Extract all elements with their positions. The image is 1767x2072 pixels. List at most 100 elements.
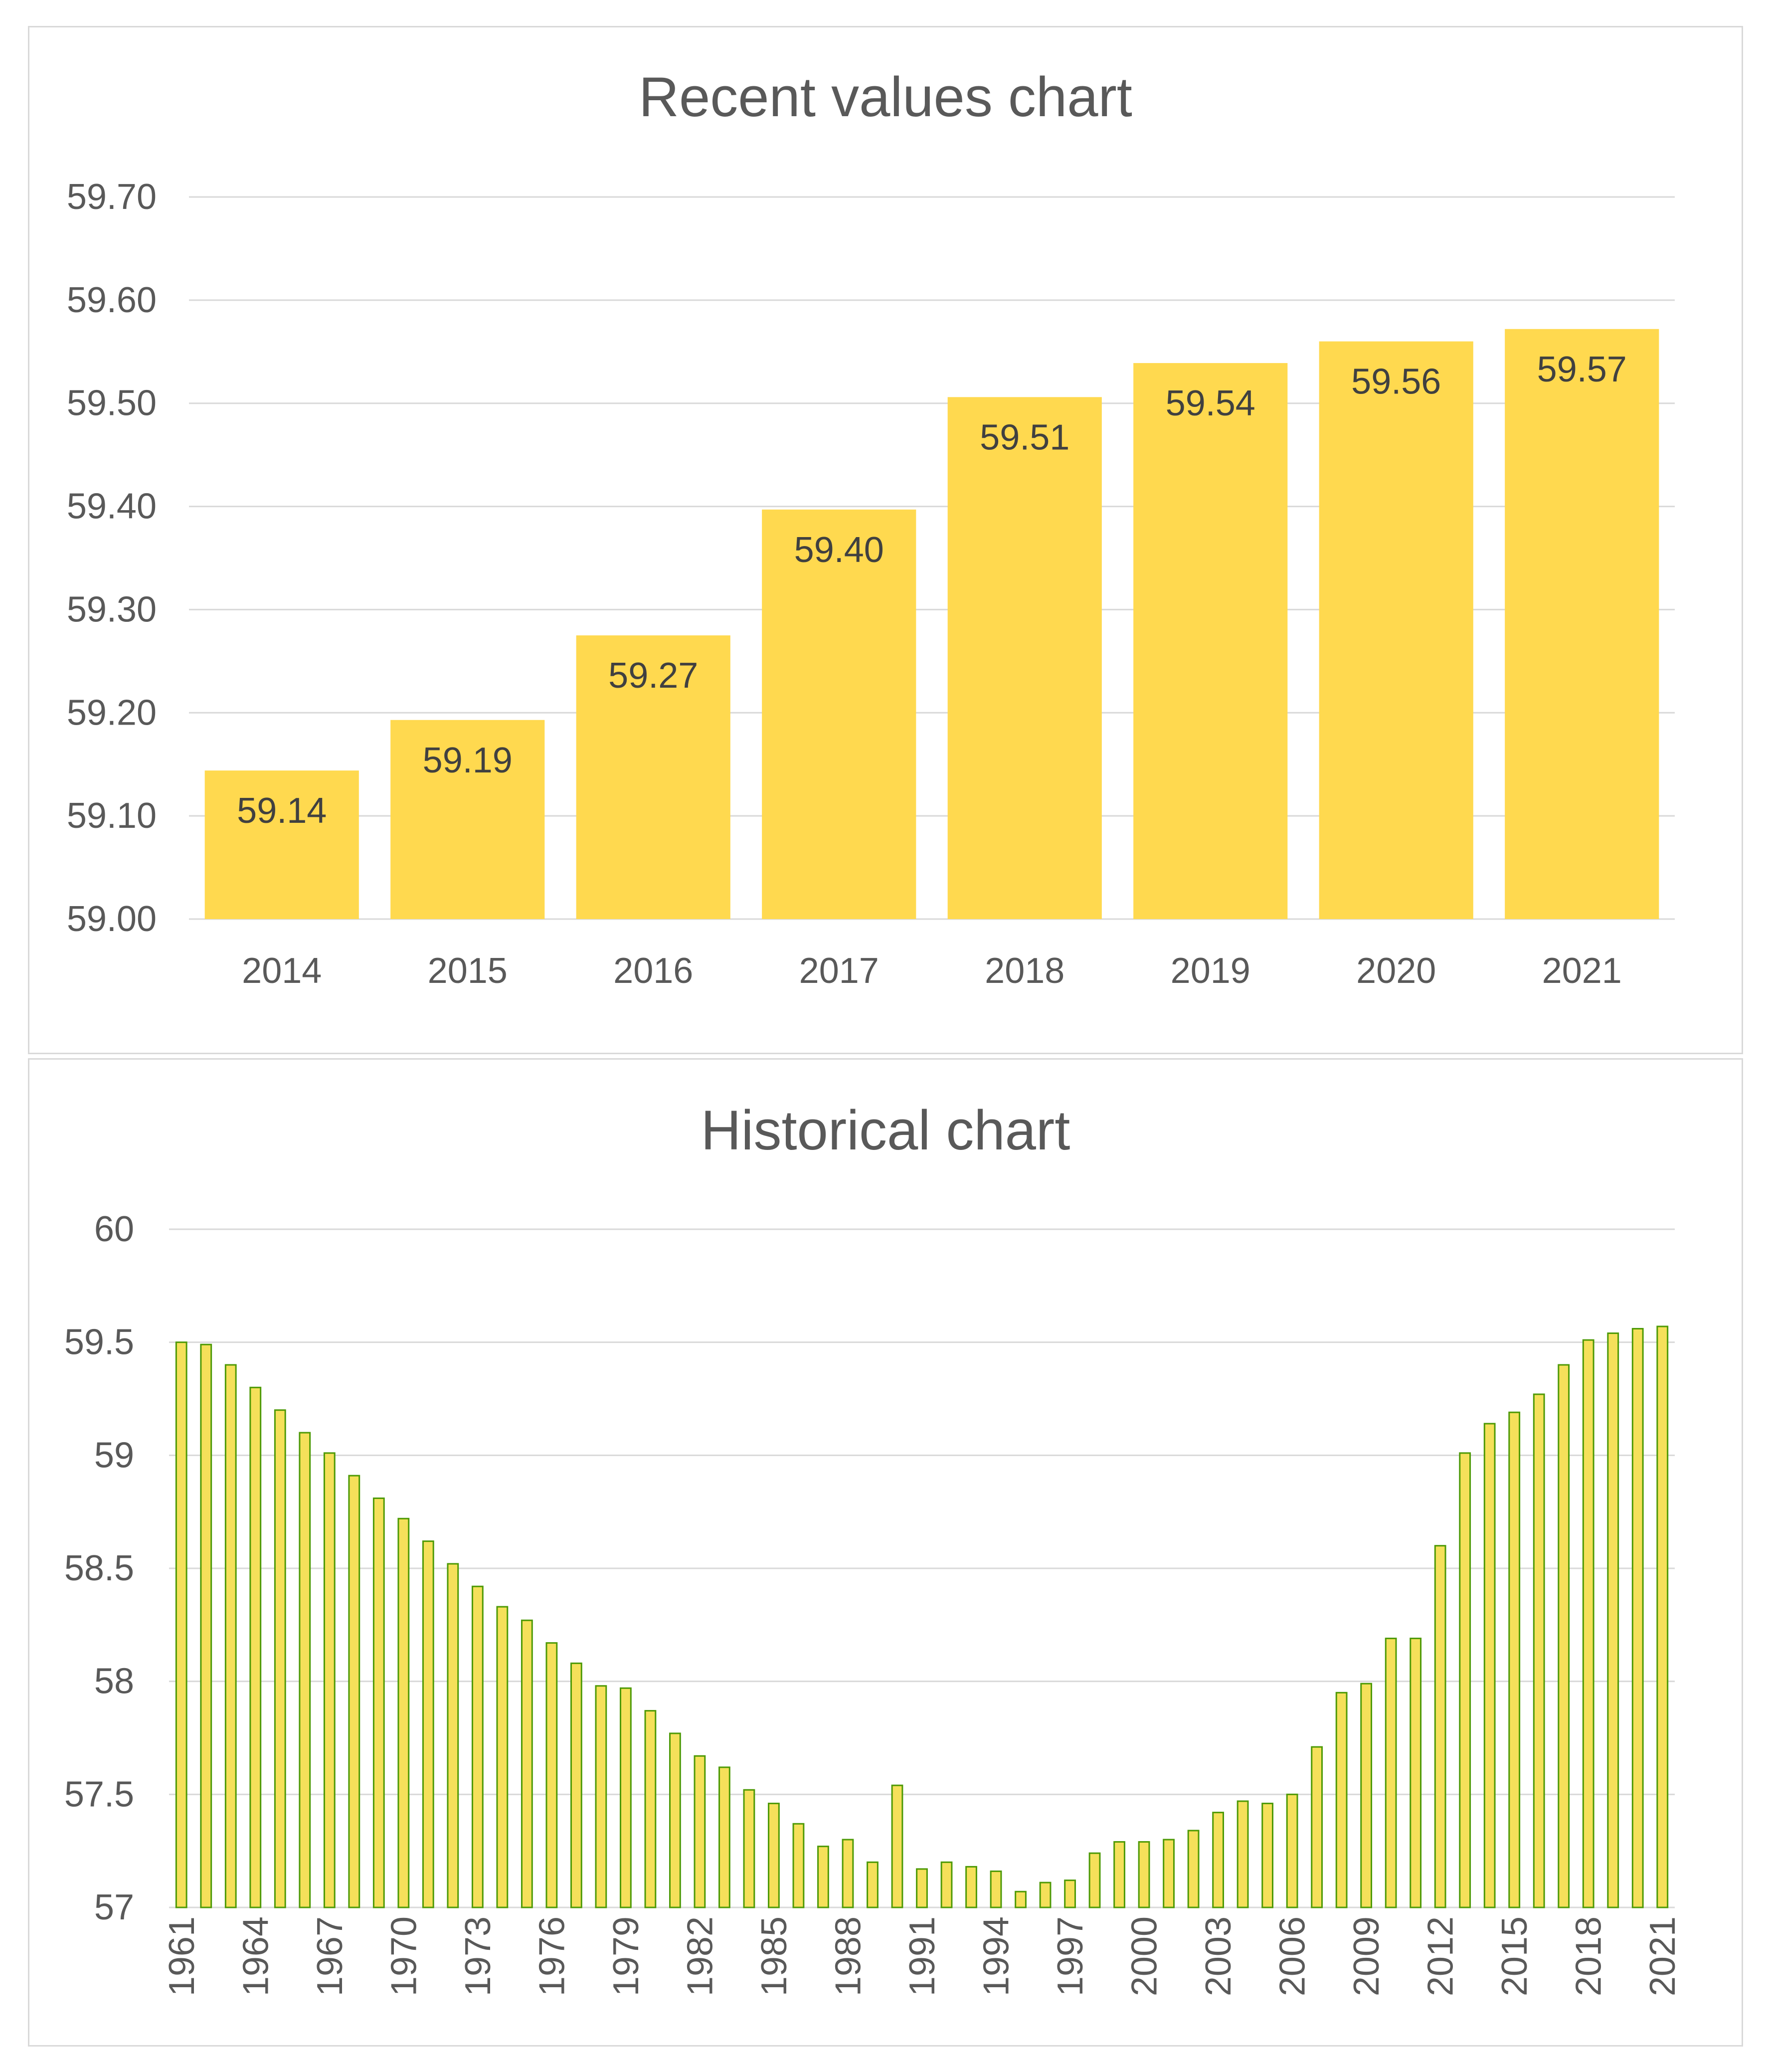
bar bbox=[200, 1343, 212, 1908]
x-tick-label: 1997 bbox=[1051, 1916, 1090, 1996]
bar bbox=[1319, 341, 1473, 919]
bar bbox=[792, 1823, 805, 1908]
bar bbox=[249, 1386, 262, 1908]
bar bbox=[496, 1606, 509, 1908]
bar bbox=[1138, 1841, 1150, 1908]
bar bbox=[299, 1432, 311, 1908]
x-tick-label: 1976 bbox=[532, 1916, 572, 1996]
bar bbox=[447, 1563, 459, 1908]
bar bbox=[718, 1766, 730, 1908]
x-tick-label: 1994 bbox=[977, 1916, 1017, 1996]
bar bbox=[1187, 1830, 1200, 1908]
x-tick-label: 2003 bbox=[1199, 1916, 1238, 1996]
bar bbox=[1335, 1692, 1348, 1908]
bar bbox=[576, 635, 730, 919]
bar bbox=[1360, 1683, 1373, 1908]
historical-chart: Historical chart 57 57.5 58 58.5 59 59.5 60 19… bbox=[64, 1099, 1683, 1996]
chart-title: Historical chart bbox=[701, 1099, 1070, 1161]
bar bbox=[1015, 1890, 1027, 1908]
x-tick-label: 1964 bbox=[236, 1916, 276, 1996]
bar bbox=[1064, 1880, 1076, 1908]
bar bbox=[947, 397, 1102, 919]
y-tick-label: 59.30 bbox=[67, 589, 157, 629]
bar bbox=[1483, 1423, 1496, 1908]
data-label: 59.14 bbox=[237, 791, 327, 831]
bar bbox=[1163, 1839, 1175, 1908]
x-tick-label: 1967 bbox=[310, 1916, 350, 1996]
bar bbox=[743, 1789, 755, 1908]
x-tick-label: 2018 bbox=[1569, 1916, 1609, 1996]
bar bbox=[1385, 1638, 1397, 1908]
bar bbox=[224, 1364, 237, 1908]
x-tick-label: 2021 bbox=[1643, 1916, 1683, 1996]
bar bbox=[620, 1687, 632, 1908]
bar bbox=[1286, 1793, 1298, 1908]
bar bbox=[1607, 1332, 1619, 1908]
bar bbox=[521, 1619, 533, 1908]
bar bbox=[1410, 1638, 1422, 1908]
x-tick-label: 1970 bbox=[384, 1916, 424, 1996]
bar bbox=[867, 1861, 879, 1908]
bar bbox=[990, 1870, 1002, 1908]
bar bbox=[669, 1732, 681, 1908]
bar bbox=[545, 1642, 558, 1908]
bar bbox=[204, 770, 359, 919]
y-tick-label: 59.50 bbox=[67, 383, 157, 423]
x-tick-label: 2020 bbox=[1356, 951, 1436, 991]
x-tick-label: 2000 bbox=[1125, 1916, 1165, 1996]
recent-values-chart-panel: Recent values chart 59.14 59.19 59.27 59.40… bbox=[28, 26, 1743, 1054]
bar bbox=[595, 1685, 607, 1908]
data-label: 59.56 bbox=[1351, 362, 1441, 402]
historical-chart-panel: Historical chart 57 57.5 58 58.5 59 59.5 60 19… bbox=[28, 1058, 1743, 2047]
x-tick-label: 2014 bbox=[242, 951, 322, 991]
chart-title: Recent values chart bbox=[639, 66, 1132, 128]
data-label: 59.19 bbox=[423, 741, 513, 780]
bar bbox=[916, 1868, 928, 1908]
bar bbox=[372, 1497, 385, 1908]
bar bbox=[1237, 1800, 1249, 1908]
x-tick-label: 2021 bbox=[1542, 951, 1622, 991]
bar bbox=[274, 1409, 286, 1908]
x-tick-label: 2009 bbox=[1347, 1916, 1387, 1996]
x-tick-label: 1982 bbox=[680, 1916, 720, 1996]
bar bbox=[1459, 1452, 1471, 1908]
bar bbox=[1212, 1812, 1224, 1908]
bar bbox=[817, 1846, 829, 1908]
bar bbox=[1039, 1882, 1052, 1908]
bar bbox=[1631, 1327, 1644, 1908]
bar bbox=[1533, 1393, 1545, 1908]
bar bbox=[1434, 1545, 1446, 1908]
bar bbox=[390, 720, 545, 919]
bar bbox=[1582, 1339, 1594, 1908]
bar bbox=[694, 1755, 706, 1908]
bar bbox=[1088, 1852, 1101, 1908]
x-tick-label: 1961 bbox=[162, 1916, 202, 1996]
bar bbox=[471, 1585, 484, 1908]
x-tick-label: 2006 bbox=[1273, 1916, 1313, 1996]
y-tick-label: 59.00 bbox=[67, 899, 157, 939]
bar bbox=[891, 1784, 903, 1908]
bar bbox=[323, 1452, 336, 1908]
y-tick-label: 58.5 bbox=[64, 1548, 134, 1588]
data-label: 59.51 bbox=[980, 417, 1069, 457]
bar bbox=[965, 1866, 977, 1908]
bar bbox=[644, 1710, 657, 1908]
x-tick-label: 2018 bbox=[985, 951, 1064, 991]
x-tick-label: 2015 bbox=[428, 951, 508, 991]
y-tick-label: 59.5 bbox=[64, 1322, 134, 1362]
bar bbox=[1113, 1841, 1125, 1908]
bar bbox=[570, 1662, 582, 1908]
y-tick-label: 59 bbox=[94, 1435, 134, 1475]
x-tick-label: 1988 bbox=[828, 1916, 868, 1996]
data-label: 59.57 bbox=[1537, 350, 1627, 389]
bar bbox=[1311, 1746, 1323, 1908]
y-tick-label: 59.60 bbox=[67, 280, 157, 320]
x-tick-label: 2019 bbox=[1171, 951, 1250, 991]
bar bbox=[1508, 1411, 1521, 1908]
bar bbox=[422, 1540, 434, 1908]
bar bbox=[175, 1341, 187, 1908]
x-tick-label: 1979 bbox=[606, 1916, 646, 1996]
bar bbox=[842, 1839, 854, 1908]
bar bbox=[1656, 1325, 1669, 1908]
y-tick-label: 59.20 bbox=[67, 693, 157, 733]
